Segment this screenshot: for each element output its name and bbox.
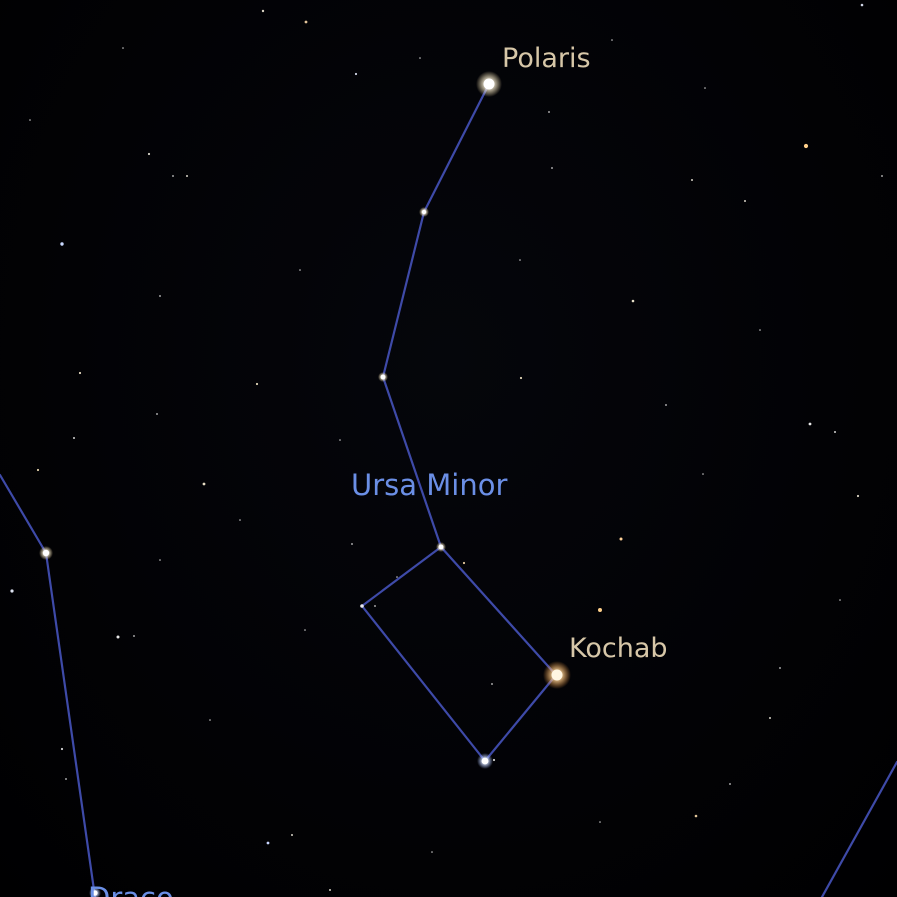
field-star bbox=[431, 851, 433, 853]
field-star bbox=[159, 295, 161, 297]
field-star bbox=[744, 200, 746, 202]
star-yildun[interactable] bbox=[421, 209, 427, 215]
field-star bbox=[729, 783, 731, 785]
field-star bbox=[665, 404, 667, 406]
field-star bbox=[291, 834, 293, 836]
ursa-minor-lines bbox=[360, 82, 558, 763]
star-kochab[interactable] bbox=[551, 669, 563, 681]
field-star bbox=[159, 559, 161, 561]
field-star bbox=[599, 821, 601, 823]
kochab-label[interactable]: Kochab bbox=[569, 633, 668, 664]
field-star bbox=[881, 175, 883, 177]
polaris-label[interactable]: Polaris bbox=[502, 43, 591, 74]
field-star bbox=[759, 329, 761, 331]
field-star bbox=[209, 719, 211, 721]
field-star bbox=[611, 39, 613, 41]
field-star bbox=[702, 473, 704, 475]
field-star bbox=[202, 482, 206, 486]
field-star bbox=[186, 175, 188, 177]
field-star bbox=[803, 143, 809, 149]
field-star bbox=[631, 299, 635, 303]
star-epsilon-umi[interactable] bbox=[380, 374, 386, 380]
field-star bbox=[329, 889, 331, 891]
field-star bbox=[172, 175, 174, 177]
field-star bbox=[856, 494, 860, 498]
edge-constellation-line bbox=[820, 760, 897, 897]
field-star bbox=[10, 589, 14, 593]
field-star bbox=[519, 376, 523, 380]
field-star bbox=[374, 605, 376, 607]
field-star bbox=[551, 167, 553, 169]
field-star bbox=[255, 382, 259, 386]
star-draco-lower[interactable] bbox=[92, 890, 98, 896]
field-star bbox=[396, 576, 398, 578]
background-stars bbox=[10, 3, 883, 891]
field-star bbox=[60, 242, 64, 246]
field-star bbox=[619, 537, 623, 541]
star-zeta-umi[interactable] bbox=[438, 544, 444, 550]
field-star bbox=[769, 717, 771, 719]
field-star bbox=[304, 20, 308, 24]
field-star bbox=[598, 608, 602, 612]
field-star bbox=[29, 119, 31, 121]
field-star bbox=[133, 635, 135, 637]
field-star bbox=[261, 9, 265, 13]
field-star bbox=[694, 814, 698, 818]
field-star bbox=[36, 468, 40, 472]
star-companion bbox=[492, 758, 496, 762]
field-star bbox=[548, 111, 550, 113]
draco-lines bbox=[0, 473, 97, 897]
field-star bbox=[60, 747, 64, 751]
field-star bbox=[860, 3, 864, 7]
field-star bbox=[691, 179, 693, 181]
field-star bbox=[147, 152, 151, 156]
field-star bbox=[266, 841, 270, 845]
field-star bbox=[65, 778, 67, 780]
field-star bbox=[122, 47, 124, 49]
field-star bbox=[239, 519, 241, 521]
star-pherkad[interactable] bbox=[481, 757, 489, 765]
field-star bbox=[339, 439, 341, 441]
field-star bbox=[354, 72, 358, 76]
constellation-stars bbox=[39, 71, 571, 897]
field-star bbox=[462, 561, 466, 565]
field-star bbox=[351, 543, 353, 545]
star-eta-umi[interactable] bbox=[360, 604, 364, 608]
field-star bbox=[419, 57, 421, 59]
field-star bbox=[116, 635, 120, 639]
field-star bbox=[304, 629, 306, 631]
field-star bbox=[779, 667, 781, 669]
field-star bbox=[519, 259, 521, 261]
field-star bbox=[299, 269, 301, 271]
field-star bbox=[491, 683, 493, 685]
field-star bbox=[73, 437, 75, 439]
field-star bbox=[704, 87, 706, 89]
field-star bbox=[808, 422, 812, 426]
field-star bbox=[78, 371, 82, 375]
star-draco[interactable] bbox=[42, 549, 50, 557]
ursa-minor-label[interactable]: Ursa Minor bbox=[351, 468, 508, 502]
field-star bbox=[834, 431, 836, 433]
draco-label[interactable]: Draco bbox=[88, 884, 174, 897]
field-star bbox=[156, 413, 158, 415]
field-star bbox=[839, 599, 841, 601]
star-polaris[interactable] bbox=[483, 78, 495, 90]
